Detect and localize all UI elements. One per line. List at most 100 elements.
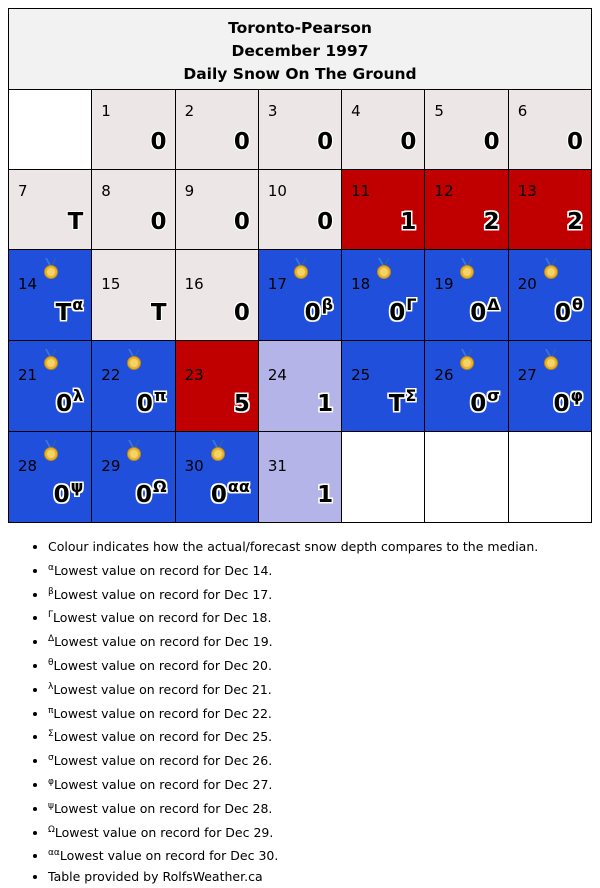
- station-name: Toronto-Pearson: [228, 19, 372, 37]
- snow-depth-number: T: [67, 209, 84, 235]
- snow-depth-value: 0π: [137, 386, 167, 417]
- day-number: 6: [517, 102, 528, 120]
- empty-cell: [7, 89, 93, 170]
- day-cell-26: 26 0σ: [424, 340, 509, 432]
- snow-depth-number: 0: [470, 391, 487, 417]
- snow-depth-value: 0: [234, 300, 250, 326]
- day-number: 31: [267, 457, 287, 475]
- medal-icon: [42, 440, 60, 462]
- footnote-item: ΣLowest value on record for Dec 25.: [48, 724, 538, 748]
- snow-depth-value: 2: [567, 209, 583, 235]
- snow-depth-number: 0: [554, 300, 571, 326]
- month-title: December 1997: [231, 42, 369, 60]
- footnote-item: ΓLowest value on record for Dec 18.: [48, 605, 538, 629]
- snow-depth-value: 1: [317, 482, 333, 508]
- snow-depth-value: T: [68, 209, 84, 235]
- footnote-marker: α: [48, 562, 54, 573]
- record-marker: Σ: [405, 386, 417, 405]
- snow-depth-value: T: [151, 300, 167, 326]
- snow-calendar-table: Toronto-Pearson December 1997 Daily Snow…: [7, 8, 593, 523]
- snow-depth-number: 0: [553, 391, 570, 417]
- snow-depth-number: 0: [53, 482, 70, 508]
- footnote-text: Lowest value on record for Dec 25.: [53, 729, 273, 745]
- snow-depth-number: 5: [233, 391, 250, 417]
- snow-depth-number: 0: [317, 129, 334, 155]
- day-cell-21: 21 0λ: [7, 340, 93, 432]
- footnote-text: Lowest value on record for Dec 22.: [53, 705, 272, 721]
- empty-cell: [507, 431, 593, 523]
- day-cell-13: 13 2: [507, 169, 593, 250]
- day-cell-16: 16 0: [174, 249, 259, 341]
- medal-icon: [458, 349, 476, 371]
- footnote-text: Table provided by RolfsWeather.ca: [48, 869, 263, 885]
- snow-depth-number: 0: [304, 300, 321, 326]
- snow-depth-value: 0: [151, 209, 167, 235]
- snow-depth-value: 0: [151, 129, 167, 155]
- snow-depth-number: 0: [210, 482, 227, 508]
- day-cell-30: 30 0αα: [174, 431, 259, 523]
- snow-depth-number: 0: [136, 391, 153, 417]
- footnote-text: Lowest value on record for Dec 18.: [53, 610, 272, 626]
- day-number: 15: [101, 275, 121, 293]
- record-marker: λ: [73, 386, 84, 405]
- day-cell-22: 22 0π: [91, 340, 176, 432]
- day-number: 26: [434, 366, 454, 384]
- footnote-marker: Ω: [48, 824, 55, 835]
- day-cell-31: 31 1: [257, 431, 343, 523]
- snow-depth-value: 0: [317, 209, 333, 235]
- footnote-item: Colour indicates how the actual/forecast…: [48, 537, 538, 558]
- snow-depth-number: 0: [317, 209, 334, 235]
- footnote-item: θLowest value on record for Dec 20.: [48, 653, 538, 677]
- day-number: 13: [517, 182, 537, 200]
- medal-icon: [42, 258, 60, 280]
- day-number: 18: [351, 275, 371, 293]
- snow-depth-value: 1: [317, 391, 333, 417]
- footnote-item: φLowest value on record for Dec 27.: [48, 772, 538, 796]
- snow-depth-value: TΣ: [389, 386, 417, 417]
- day-cell-17: 17 0β: [257, 249, 343, 341]
- footnote-text: Lowest value on record for Dec 19.: [54, 634, 273, 650]
- calendar-subtitle: Daily Snow On The Ground: [183, 65, 417, 83]
- footnote-marker: σ: [48, 753, 54, 764]
- snow-depth-value: 0: [234, 209, 250, 235]
- day-number: 14: [18, 275, 38, 293]
- snow-depth-value: 0θ: [555, 295, 583, 326]
- day-number: 9: [184, 182, 195, 200]
- record-marker: αα: [227, 477, 250, 496]
- day-number: 22: [101, 366, 121, 384]
- day-number: 23: [184, 366, 204, 384]
- day-cell-23: 23 5: [174, 340, 259, 432]
- snow-depth-number: 0: [400, 129, 417, 155]
- snow-depth-number: 0: [135, 482, 152, 508]
- medal-icon: [292, 258, 310, 280]
- snow-depth-value: 1: [400, 209, 416, 235]
- footnotes-list: Colour indicates how the actual/forecast…: [26, 537, 538, 888]
- day-number: 21: [18, 366, 38, 384]
- snow-depth-value: 0β: [305, 295, 333, 326]
- footnote-item: λLowest value on record for Dec 21.: [48, 677, 538, 701]
- footnote-marker: Γ: [48, 610, 54, 621]
- day-number: 19: [434, 275, 454, 293]
- snow-depth-value: 0Γ: [389, 295, 416, 326]
- footnote-item: ψLowest value on record for Dec 28.: [48, 796, 538, 820]
- day-number: 17: [267, 275, 287, 293]
- snow-depth-number: T: [55, 300, 72, 326]
- day-cell-27: 27 0φ: [507, 340, 593, 432]
- footnote-item: ΔLowest value on record for Dec 19.: [48, 629, 538, 653]
- day-number: 3: [267, 102, 278, 120]
- day-number: 12: [434, 182, 454, 200]
- day-cell-12: 12 2: [424, 169, 509, 250]
- medal-icon: [542, 258, 560, 280]
- record-marker: π: [153, 386, 167, 405]
- week-row: 14 Tα 15 T 16 0 17 0β 18 0Γ 19 0Δ 20 0θ: [7, 249, 593, 341]
- footnote-item: αLowest value on record for Dec 14.: [48, 558, 538, 582]
- day-number: 16: [184, 275, 204, 293]
- snow-depth-number: 0: [150, 129, 167, 155]
